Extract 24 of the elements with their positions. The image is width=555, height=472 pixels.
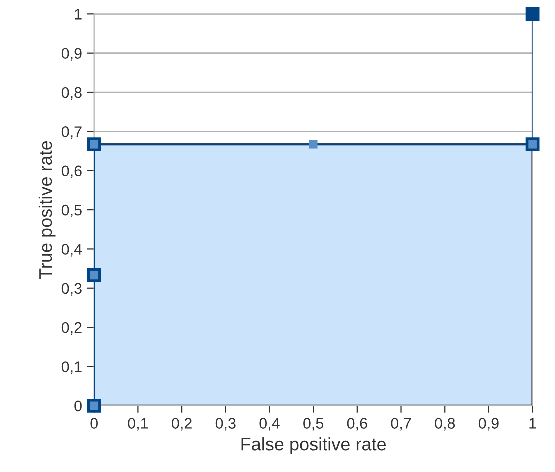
- x-tick-label: 0,6: [347, 418, 368, 431]
- y-tick-label: 0: [74, 400, 82, 412]
- x-tick-label: 0,9: [478, 418, 499, 431]
- x-tick-label: 0,8: [435, 418, 456, 431]
- x-tick-label: 0,4: [260, 418, 280, 431]
- y-tick-label: 0,3: [62, 283, 82, 296]
- y-tick-label: 0,6: [62, 166, 82, 178]
- x-tick-label: 0,1: [128, 418, 148, 431]
- y-axis-title: True positive rate: [38, 141, 56, 280]
- x-tick-label: 0,5: [304, 418, 324, 431]
- y-tick-label: 1: [75, 9, 82, 20]
- x-tick-label: 0,7: [391, 418, 412, 431]
- x-tick-label: 0: [90, 418, 98, 429]
- y-tick-label: 0,9: [62, 48, 82, 61]
- y-tick-label: 0,7: [62, 126, 82, 140]
- y-tick-label: 0,5: [62, 204, 82, 218]
- y-tick-label: 0,2: [62, 322, 82, 336]
- y-tick-label: 0,8: [62, 87, 82, 100]
- x-tick-label: 0,2: [172, 418, 192, 431]
- x-tick-label: 0,3: [216, 418, 236, 431]
- x-tick-label: 1: [530, 418, 536, 429]
- y-tick-label: 0,4: [62, 244, 82, 257]
- x-axis-title: False positive rate: [242, 438, 386, 454]
- y-tick-label: 0,1: [62, 362, 82, 374]
